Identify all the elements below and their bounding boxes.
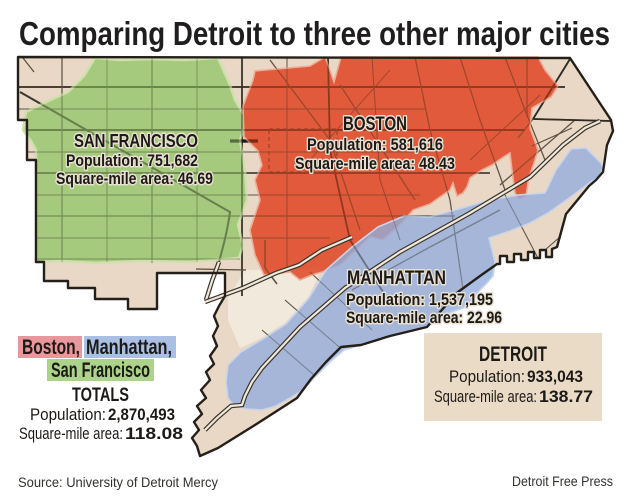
svg-text:Boston,: Boston, xyxy=(22,336,80,359)
svg-text:Population: 581,616: Population: 581,616 xyxy=(307,135,443,154)
svg-text:BOSTON: BOSTON xyxy=(343,114,407,135)
svg-text:Population: 751,682: Population: 751,682 xyxy=(66,151,198,170)
svg-text:Source: University of Detroit: Source: University of Detroit Mercy xyxy=(18,474,218,490)
svg-text:Comparing Detroit to three oth: Comparing Detroit to three other major c… xyxy=(19,15,610,52)
svg-text:Manhattan,: Manhattan, xyxy=(86,336,172,359)
svg-text:2,870,493: 2,870,493 xyxy=(108,405,175,424)
svg-text:Square-mile area:: Square-mile area: xyxy=(434,387,537,406)
svg-text:Square-mile area: 22.96: Square-mile area: 22.96 xyxy=(346,308,502,327)
svg-text:118.08: 118.08 xyxy=(125,424,183,443)
svg-text:MANHATTAN: MANHATTAN xyxy=(347,268,446,289)
svg-text:DETROIT: DETROIT xyxy=(479,343,547,366)
svg-text:Detroit Free Press: Detroit Free Press xyxy=(512,473,613,489)
svg-text:Square-mile area:: Square-mile area: xyxy=(19,424,123,443)
svg-text:Population: 1,537,195: Population: 1,537,195 xyxy=(346,290,493,309)
svg-text:Population:: Population: xyxy=(30,405,106,424)
svg-text:Square-mile area: 48.43: Square-mile area: 48.43 xyxy=(295,154,455,173)
svg-text:Square-mile area: 46.69: Square-mile area: 46.69 xyxy=(56,169,213,188)
svg-text:Population:: Population: xyxy=(449,367,525,386)
svg-text:SAN FRANCISCO: SAN FRANCISCO xyxy=(74,131,198,151)
svg-text:TOTALS: TOTALS xyxy=(72,385,129,406)
svg-text:138.77: 138.77 xyxy=(539,387,593,406)
svg-text:San Francisco: San Francisco xyxy=(51,359,150,382)
svg-text:933,043: 933,043 xyxy=(527,367,583,386)
